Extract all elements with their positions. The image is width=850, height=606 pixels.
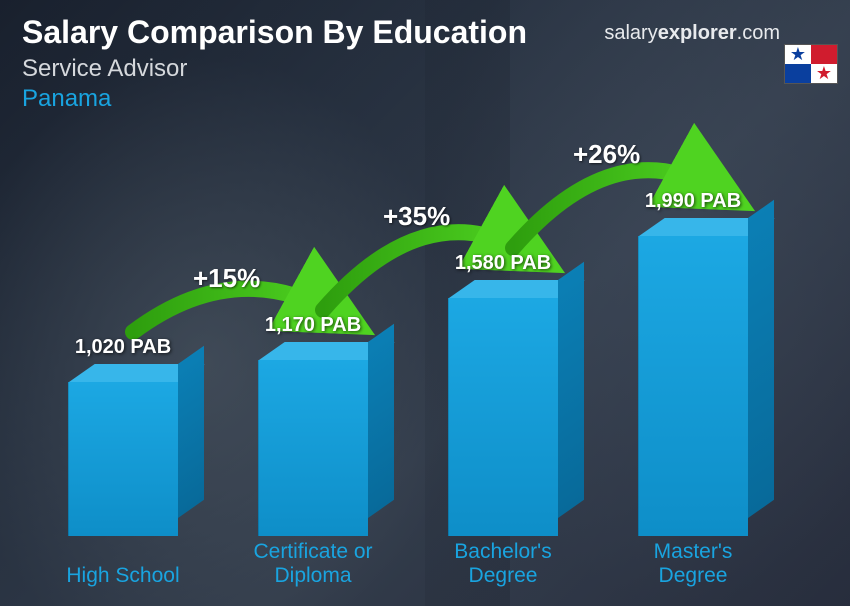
- increase-percent-label: +26%: [573, 139, 640, 170]
- bar-value-label: 1,020 PAB: [75, 336, 171, 359]
- bar: 1,170 PAB: [258, 360, 368, 536]
- bar-category-label: Master'sDegree: [598, 540, 788, 588]
- flag-quadrant-bl: [785, 64, 811, 83]
- job-title: Service Advisor: [22, 55, 527, 83]
- bar-front: [68, 382, 178, 536]
- bar-side-face: [558, 262, 584, 518]
- increase-percent-label: +15%: [193, 263, 260, 294]
- country-flag-icon: ★ ★: [784, 44, 838, 84]
- bar: 1,990 PAB: [638, 236, 748, 536]
- country-label: Panama: [22, 85, 527, 113]
- bar: 1,020 PAB: [68, 382, 178, 536]
- brand-logo: salaryexplorer.com: [604, 22, 780, 45]
- bar-value-label: 1,170 PAB: [265, 314, 361, 337]
- bar-category-label: Certificate orDiploma: [218, 540, 408, 588]
- flag-quadrant-tl: ★: [785, 45, 811, 64]
- bar-side-face: [748, 200, 774, 518]
- bar-group: 1,580 PAB: [418, 298, 588, 536]
- salary-bar-chart: 1,020 PABHigh School1,170 PABCertificate…: [28, 150, 780, 588]
- bar-category-label: Bachelor'sDegree: [408, 540, 598, 588]
- brand-suffix: explorer: [658, 22, 737, 44]
- bar-group: 1,990 PAB: [608, 236, 778, 536]
- bar-value-label: 1,990 PAB: [645, 190, 741, 213]
- bar-front: [638, 236, 748, 536]
- flag-quadrant-tr: [811, 45, 837, 64]
- bar-group: 1,170 PAB: [228, 360, 398, 536]
- increase-percent-label: +35%: [383, 201, 450, 232]
- brand-prefix: salary: [604, 22, 657, 44]
- header-block: Salary Comparison By Education Service A…: [22, 14, 527, 113]
- bar: 1,580 PAB: [448, 298, 558, 536]
- bar-front: [258, 360, 368, 536]
- bar-front: [448, 298, 558, 536]
- bar-side-face: [178, 346, 204, 518]
- bar-group: 1,020 PAB: [38, 382, 208, 536]
- bar-side-face: [368, 324, 394, 518]
- bar-category-label: High School: [28, 564, 218, 588]
- flag-quadrant-br: ★: [811, 64, 837, 83]
- bar-value-label: 1,580 PAB: [455, 252, 551, 275]
- brand-tld: .com: [737, 22, 780, 44]
- page-title: Salary Comparison By Education: [22, 14, 527, 51]
